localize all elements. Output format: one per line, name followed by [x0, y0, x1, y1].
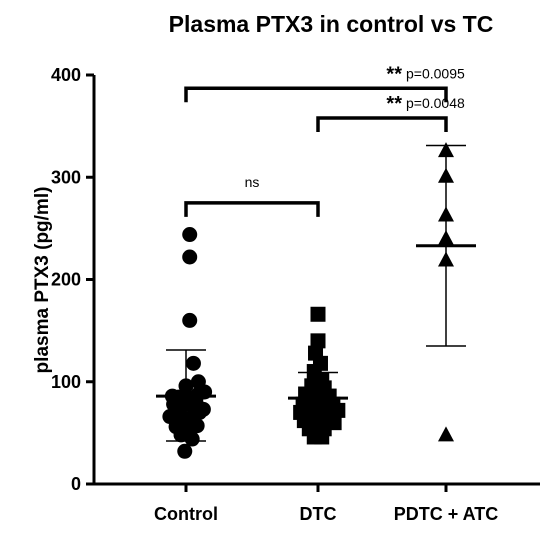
x-tick-label: PDTC + ATC: [394, 504, 499, 524]
y-axis-label: plasma PTX3 (pg/ml): [32, 187, 53, 374]
data-points: [162, 142, 454, 459]
data-point: [310, 333, 326, 349]
data-point: [182, 227, 198, 243]
significance-stars: **: [386, 63, 402, 85]
y-tick-label: 400: [51, 65, 81, 85]
y-tick-label: 0: [71, 474, 81, 494]
data-point: [189, 418, 205, 434]
y-tick-label: 300: [51, 167, 81, 187]
significance-bracket: [316, 116, 448, 132]
data-point: [314, 429, 330, 445]
significance-bracket: [184, 86, 448, 103]
data-point: [310, 306, 326, 322]
data-point: [182, 249, 198, 265]
data-point: [182, 312, 198, 328]
data-point: [177, 443, 193, 459]
data-point: [192, 404, 208, 420]
p-value-label: p=0.0048: [406, 95, 465, 111]
x-tick-label: DTC: [300, 504, 337, 524]
significance-stars: **: [386, 93, 402, 115]
y-tick-label: 200: [51, 270, 81, 290]
x-tick-label: Control: [154, 504, 218, 524]
significance-bracket: [184, 201, 320, 217]
axes: 0 100 200 300 400 Control DTC PDTC + ATC: [51, 65, 540, 524]
mean-sd-bars: [156, 144, 476, 442]
data-point: [438, 426, 454, 442]
significance-brackets: ** p=0.0095** p=0.0048 ns: [184, 63, 465, 217]
data-point: [190, 374, 206, 390]
data-point: [185, 355, 201, 371]
chart-title: Plasma PTX3 in control vs TC: [169, 11, 494, 37]
ns-label: ns: [245, 174, 260, 190]
data-point: [184, 431, 200, 447]
y-tick-label: 100: [51, 372, 81, 392]
p-value-label: p=0.0095: [406, 65, 465, 81]
